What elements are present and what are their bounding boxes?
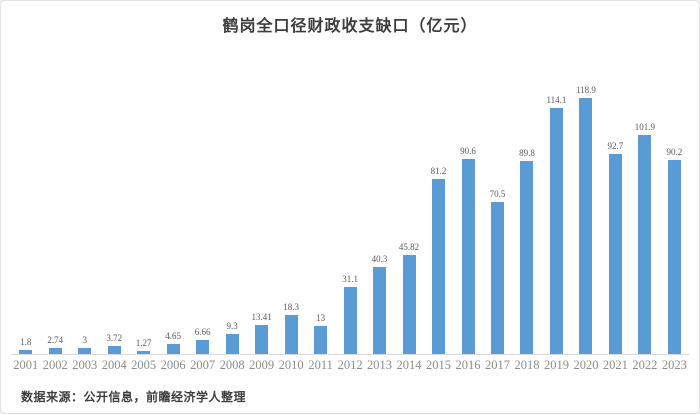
bar-column: 40.3	[365, 82, 394, 354]
bar-column: 13.41	[247, 82, 276, 354]
bar	[255, 325, 269, 354]
x-tick-label: 2019	[543, 358, 569, 372]
bar	[432, 179, 446, 354]
bar	[638, 135, 652, 354]
bar-column: 6.66	[188, 82, 217, 354]
bar	[196, 340, 210, 354]
bar-value-label: 81.2	[430, 166, 447, 176]
x-tick-label: 2012	[337, 358, 363, 372]
bar-column: 1.8	[11, 82, 40, 354]
bar	[461, 159, 475, 354]
bar-value-label: 6.66	[194, 327, 211, 337]
bar-value-label: 1.8	[20, 337, 32, 347]
bar-value-label: 118.9	[575, 85, 596, 95]
bar	[48, 348, 62, 354]
bar	[343, 287, 357, 354]
bar	[225, 334, 239, 354]
bar-column: 114.1	[542, 82, 571, 354]
x-tick-label: 2018	[514, 358, 540, 372]
bar-value-label: 13.41	[251, 312, 272, 322]
x-tick-label: 2011	[308, 358, 333, 372]
bar-column: 9.3	[217, 82, 246, 354]
x-axis-labels: 2001 2002 2003 2004 2005 2006 2007 2008 2009 2010…	[11, 358, 689, 373]
bar-value-label: 9.3	[226, 321, 238, 331]
x-tick-label: 2021	[602, 358, 628, 372]
bar-column: 70.5	[483, 82, 512, 354]
x-tick-label: 2005	[131, 358, 157, 372]
x-tick-label: 2004	[101, 358, 127, 372]
bar-value-label: 45.82	[398, 242, 420, 252]
bar-column: 101.9	[630, 82, 659, 354]
x-tick-label: 2016	[455, 358, 481, 372]
bar-column: 2.74	[40, 82, 69, 354]
bar	[373, 267, 387, 354]
bar-column: 45.82	[394, 82, 423, 354]
bar-column: 13	[306, 82, 335, 354]
bar-column: 90.6	[453, 82, 482, 354]
bar-value-label: 114.1	[546, 95, 567, 105]
bar-value-label: 18.3	[283, 302, 299, 312]
bar	[608, 154, 622, 354]
bar-value-label: 13	[316, 313, 326, 323]
bar	[402, 255, 416, 354]
chart-title: 鹤岗全口径财政收支缺口（亿元）	[222, 18, 478, 35]
bar-value-label: 40.3	[371, 254, 388, 264]
x-tick-label: 2009	[249, 358, 275, 372]
x-tick-label: 2017	[484, 358, 510, 372]
x-tick-label: 2022	[632, 358, 658, 372]
bar-value-label: 31.1	[342, 274, 358, 284]
x-tick-label: 2001	[13, 358, 39, 372]
bar-value-label: 70.5	[489, 189, 506, 199]
bar	[667, 160, 681, 354]
bar-column: 92.7	[601, 82, 630, 354]
bar	[107, 346, 121, 354]
bar	[137, 351, 151, 354]
bar-value-label: 3	[82, 335, 87, 345]
bar	[166, 344, 180, 354]
source-note: 数据来源：公开信息，前瞻经济学人整理	[21, 390, 247, 404]
bar-value-label: 1.27	[135, 338, 152, 348]
x-tick-label: 2015	[426, 358, 452, 372]
bar-value-label: 4.65	[165, 331, 182, 341]
bar-value-label: 101.9	[634, 122, 656, 132]
bar	[520, 161, 534, 354]
bar-column: 3	[70, 82, 99, 354]
bar	[549, 108, 563, 354]
bar-value-label: 3.72	[106, 333, 123, 343]
x-tick-label: 2013	[367, 358, 393, 372]
bar	[284, 315, 298, 354]
bar	[19, 350, 33, 354]
bar-column: 81.2	[424, 82, 453, 354]
bar-value-label: 89.8	[519, 148, 535, 158]
bar-column: 89.8	[512, 82, 541, 354]
x-tick-label: 2014	[396, 358, 422, 372]
x-tick-label: 2020	[573, 358, 599, 372]
bar-value-label: 90.6	[460, 146, 476, 156]
x-tick-label: 2002	[42, 358, 68, 372]
bar-column: 3.72	[99, 82, 128, 354]
bar	[314, 326, 328, 354]
x-tick-label: 2003	[72, 358, 98, 372]
bar-value-label: 92.7	[607, 141, 624, 151]
plot-area: 1.8 2.74 3 3.72 1.27 4.65 6.66 9.3 13.41 18.3 13 31…	[11, 82, 689, 355]
bar-column: 4.65	[158, 82, 187, 354]
bar	[579, 98, 593, 354]
bar-column: 118.9	[571, 82, 600, 354]
bar-column: 90.2	[660, 82, 689, 354]
bar	[78, 348, 92, 354]
bar-column: 1.27	[129, 82, 158, 354]
x-tick-label: 2007	[190, 358, 216, 372]
bar-value-label: 90.2	[666, 147, 683, 157]
x-tick-label: 2008	[219, 358, 245, 372]
x-tick-label: 2023	[661, 358, 687, 372]
x-tick-label: 2006	[160, 358, 186, 372]
bar-value-label: 2.74	[47, 335, 64, 345]
bar-column: 31.1	[335, 82, 364, 354]
bar-column: 18.3	[276, 82, 305, 354]
bar	[490, 202, 504, 354]
x-tick-label: 2010	[278, 358, 304, 372]
